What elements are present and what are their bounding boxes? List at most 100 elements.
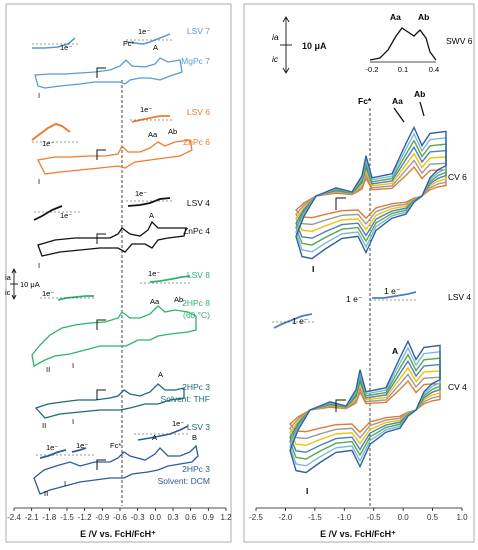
cv6-arrow-aa: [393, 107, 405, 123]
x-left-tick-label: 0.3: [167, 513, 179, 522]
left-panel-frame: [5, 3, 232, 543]
2hpc3-dcm-scan-arrow: [96, 459, 106, 470]
label-2hpc3-dcm-solvent: Solvent: DCM: [158, 476, 210, 486]
lsv7-left-curve: [32, 37, 76, 49]
label-lsv8: LSV 8: [187, 270, 210, 280]
x-right-tick-label: -2.0: [279, 513, 293, 522]
scale-arrow-down-right: [282, 67, 290, 74]
scale-ia-right: ia: [272, 32, 279, 42]
x-right-tick-label: 0.0: [398, 513, 410, 522]
scale-value-left: 10 μA: [20, 280, 40, 289]
2hpc3-thf-wave-ii: II: [42, 421, 46, 430]
scale-ia-left: ia: [5, 273, 12, 282]
2hpc3-thf-scan-arrow: [96, 389, 106, 400]
label-2hpc3-thf-solvent: Solvent: THF: [161, 394, 210, 404]
trace-group-lsv3: LSV 3 1e⁻: [134, 419, 210, 441]
cv4-trace: [289, 339, 441, 474]
current-scale-left: ia ic 10 μA: [5, 267, 40, 301]
znpc4-cv-curve: [37, 220, 187, 257]
x-ticks-right: -2.5 -2.0 -1.5 -1.0 -0.5 0.0 0.5 1.0: [249, 508, 468, 522]
x-left-tick-label: -2.1: [25, 513, 39, 522]
x-right-tick-label: -0.5: [367, 513, 381, 522]
x-left-tick-label: -2.4: [7, 513, 21, 522]
2hpc3-dcm-peak-a: A: [152, 433, 157, 442]
x-ticks-left: -2.4 -2.1 -1.8 -1.5 -1.2 -0.9 -0.6 -0.3 0.0 0.3 0.…: [7, 508, 232, 522]
cv6-scan-arrow: [335, 197, 346, 210]
2hpc8-scan-arrow: [96, 319, 106, 330]
scale-ic-left: ic: [5, 288, 11, 297]
x-axis-title-right: E /V vs. FcH/FcH⁺: [320, 529, 396, 539]
x-left-tick-label: -1.8: [42, 513, 56, 522]
x-axis-title-left: E /V vs. FcH/FcH⁺: [80, 529, 156, 539]
cv6-traces: [295, 125, 447, 260]
trace-group-2hpc3-dcm: 2HPc 3 Solvent: DCM 1e⁻ 1e⁻ Fc* A B I II: [33, 433, 210, 498]
lsv6-right-1e: 1e⁻: [140, 105, 152, 114]
x-left-tick-label: -1.2: [78, 513, 92, 522]
lsv4-right-left-curve: [273, 313, 313, 329]
lsv4-right-1e-c: 1 e⁻: [384, 286, 401, 296]
x-left-tick-label: 0.6: [185, 513, 197, 522]
znpc6-cv-curve: [37, 139, 193, 175]
cv6-trace: [295, 132, 447, 253]
lsv4-right-curve: [127, 197, 171, 207]
label-lsv7: LSV 7: [187, 26, 210, 36]
trace-group-2hpc3-thf: 2HPc 3 Solvent: THF A I II: [34, 370, 210, 430]
x-right-tick-label: -1.5: [308, 513, 322, 522]
swv-tick-1: 0.1: [398, 65, 408, 74]
lsv4-left-curve: [33, 205, 63, 221]
cv6-trace: [295, 145, 447, 239]
lsv3-dcm-mid-curve: [71, 447, 87, 453]
cv6-wave-i: I: [312, 264, 314, 274]
lsv4-right-right-curve: [372, 291, 417, 299]
2hpc8-peak-aa: Aa: [150, 297, 160, 306]
lsv7-right-curve: [125, 33, 171, 45]
2hpc8-cv-curve: [31, 305, 197, 368]
trace-group-2hpc8: LSV 8 2HPc 8 (60 °C) 1e⁻ 1e⁻ Aa Ab I II: [31, 269, 210, 374]
lsv8-left-curve: [57, 295, 94, 301]
znpc4-peak-a: A: [149, 211, 154, 220]
znpc4-wave-i: I: [38, 261, 40, 270]
2hpc3-dcm-fc: Fc*: [110, 441, 121, 450]
lsv4-right-1e-b: 1 e⁻: [346, 294, 363, 304]
lsv3-dcm-left-curve: [39, 449, 67, 459]
mgpc7-fc-label: Fc*: [123, 39, 134, 48]
swv-tick-0: -0.2: [366, 65, 379, 74]
2hpc3-dcm-1e-b: 1e⁻: [76, 441, 88, 450]
right-panel-frame: [243, 3, 475, 543]
swv-inset: -0.2 0.1 0.4 Aa Ab SWV 6: [366, 12, 473, 74]
cv6-trace: [295, 125, 447, 260]
label-cv6: CV 6: [448, 172, 467, 182]
scale-arrow-up-right: [282, 16, 290, 23]
x-left-tick-label: -0.3: [131, 513, 145, 522]
current-scale-right: ia ic 10 μA: [272, 16, 327, 74]
cv6-trace: [295, 159, 447, 226]
x-left-tick-label: -1.5: [60, 513, 74, 522]
mgpc7-scan-arrow: [96, 67, 106, 78]
cv4-peak-a: A: [392, 346, 398, 356]
cv6-peak-ab: Ab: [414, 89, 425, 99]
x-left-tick-label: -0.6: [113, 513, 127, 522]
cv4-trace: [289, 346, 441, 467]
label-mgpc7: MgPc 7: [181, 56, 210, 66]
x-left-tick-label: 1.2: [220, 513, 232, 522]
cv4-trace: [289, 359, 441, 453]
label-lsv4: LSV 4: [187, 198, 210, 208]
lsv6-left-1e: 1e⁻: [42, 139, 54, 148]
lsv4-left-1e: 1e⁻: [60, 211, 72, 220]
swv-label: SWV 6: [446, 36, 473, 46]
lsv4-right-group: LSV 4 1 e⁻ 1 e⁻ 1 e⁻: [272, 286, 471, 329]
right-panel: ia ic 10 μA -0.2 0.1 0.4 Aa Ab SWV 6 Fc*…: [243, 3, 475, 543]
label-lsv3: LSV 3: [187, 422, 210, 432]
x-left-tick-label: 0.0: [150, 513, 162, 522]
trace-group-znpc4: LSV 4 ZnPc 4 1e⁻ 1e⁻ A I: [33, 189, 210, 270]
lsv6-right-curve: [131, 115, 170, 123]
znpc6-scan-arrow: [96, 149, 106, 160]
label-lsv4-right: LSV 4: [448, 292, 471, 302]
2hpc3-thf-peak-a: A: [158, 370, 163, 379]
x-left-tick-label: -0.9: [95, 513, 109, 522]
cv4-trace: [289, 366, 441, 447]
2hpc3-dcm-peak-b: B: [192, 433, 197, 442]
swv-peak-aa: Aa: [390, 12, 401, 22]
2hpc3-thf-wave-i: I: [72, 417, 74, 426]
